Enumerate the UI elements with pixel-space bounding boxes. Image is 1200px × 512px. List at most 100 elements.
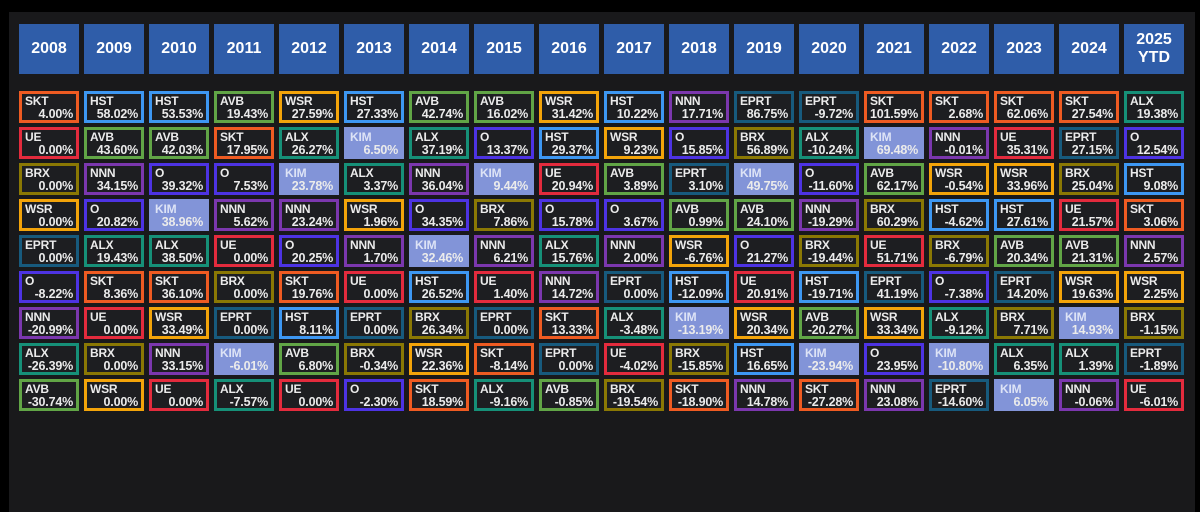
ticker-label: WSR: [935, 166, 963, 180]
value-label: 2.00%: [623, 250, 659, 265]
quilt-cell: EPRT -14.60%: [929, 379, 989, 411]
quilt-cell: WSR 33.49%: [149, 307, 209, 339]
quilt-cell: HST 8.11%: [279, 307, 339, 339]
ticker-label: KIM: [870, 130, 892, 144]
year-header: 2013: [344, 24, 404, 74]
quilt-cell: HST 53.53%: [149, 91, 209, 123]
ticker-label: KIM: [1065, 310, 1087, 324]
ticker-label: ALX: [285, 130, 309, 144]
ticker-label: AVB: [1000, 238, 1024, 252]
quilt-cell: KIM 23.78%: [279, 163, 339, 195]
year-header: 2017: [604, 24, 664, 74]
value-label: -6.01%: [1139, 394, 1179, 409]
quilt-cell: UE 20.94%: [539, 163, 599, 195]
value-label: 101.59%: [870, 106, 918, 121]
value-label: -1.15%: [1139, 322, 1179, 337]
value-label: 6.50%: [363, 142, 399, 157]
ticker-label: KIM: [675, 310, 697, 324]
ticker-label: SKT: [155, 274, 179, 288]
ticker-label: AVB: [610, 166, 634, 180]
ticker-label: HST: [1130, 166, 1154, 180]
ticker-label: AVB: [545, 382, 569, 396]
year-column: 2016 WSR 31.42% HST 29.37% UE 20.94% O 15.78% ALX…: [539, 24, 599, 415]
value-label: 17.95%: [226, 142, 268, 157]
value-label: 3.67%: [623, 214, 659, 229]
ticker-label: EPRT: [350, 310, 382, 324]
quilt-cell: KIM 9.44%: [474, 163, 534, 195]
quilt-cell: UE 0.00%: [214, 235, 274, 267]
quilt-cell: NNN 34.15%: [84, 163, 144, 195]
value-label: 14.72%: [551, 286, 593, 301]
ticker-label: BRX: [415, 310, 440, 324]
quilt-cell: EPRT 3.10%: [669, 163, 729, 195]
ticker-label: O: [25, 274, 35, 288]
value-label: 8.36%: [103, 286, 139, 301]
ticker-label: ALX: [155, 238, 179, 252]
quilt-cell: ALX 1.39%: [1059, 343, 1119, 375]
value-label: 0.00%: [493, 322, 529, 337]
ticker-label: NNN: [870, 382, 896, 396]
quilt-cell: BRX 25.04%: [1059, 163, 1119, 195]
value-label: 26.27%: [291, 142, 333, 157]
quilt-cell: EPRT -1.89%: [1124, 343, 1184, 375]
value-label: -30.74%: [27, 394, 73, 409]
value-label: 2.25%: [1143, 286, 1179, 301]
ticker-label: WSR: [1000, 166, 1028, 180]
quilt-cell: ALX -3.48%: [604, 307, 664, 339]
value-label: 19.38%: [1136, 106, 1178, 121]
quilt-cell: KIM 38.96%: [149, 199, 209, 231]
quilt-cell: BRX -1.15%: [1124, 307, 1184, 339]
value-label: 21.57%: [1071, 214, 1113, 229]
quilt-cell: O 21.27%: [734, 235, 794, 267]
value-label: 14.93%: [1071, 322, 1113, 337]
quilt-cell: EPRT 0.00%: [214, 307, 274, 339]
value-label: 6.80%: [298, 358, 334, 373]
quilt-cell: UE 0.00%: [344, 271, 404, 303]
ticker-label: BRX: [1130, 310, 1155, 324]
value-label: 0.00%: [363, 286, 399, 301]
ticker-label: HST: [350, 94, 374, 108]
quilt-cell: WSR 19.63%: [1059, 271, 1119, 303]
quilt-cell: SKT -27.28%: [799, 379, 859, 411]
value-label: 3.89%: [623, 178, 659, 193]
quilt-cell: ALX 15.76%: [539, 235, 599, 267]
value-label: 2.68%: [948, 106, 984, 121]
quilt-cell: NNN 2.57%: [1124, 235, 1184, 267]
value-label: 5.62%: [233, 214, 269, 229]
year-column: 2018 NNN 17.71% O 15.85% EPRT 3.10% AVB 0.99% WSR…: [669, 24, 729, 415]
quilt-cell: HST 10.22%: [604, 91, 664, 123]
ticker-label: NNN: [935, 130, 961, 144]
value-label: 2.57%: [1143, 250, 1179, 265]
value-label: -19.71%: [807, 286, 853, 301]
value-label: 42.74%: [421, 106, 463, 121]
ticker-label: NNN: [220, 202, 246, 216]
quilt-cell: ALX -10.24%: [799, 127, 859, 159]
ticker-label: O: [350, 382, 360, 396]
value-label: 23.78%: [291, 178, 333, 193]
quilt-cell: BRX 0.00%: [84, 343, 144, 375]
value-label: -0.54%: [944, 178, 984, 193]
ticker-label: SKT: [25, 94, 49, 108]
year-column: 2025 YTD ALX 19.38% O 12.54% HST 9.08% SKT 3.06%…: [1124, 24, 1184, 415]
ticker-label: KIM: [480, 166, 502, 180]
year-column: 2024 SKT 27.54% EPRT 27.15% BRX 25.04% UE 21.57%…: [1059, 24, 1119, 415]
quilt-cell: BRX 7.71%: [994, 307, 1054, 339]
value-label: 49.75%: [746, 178, 788, 193]
quilt-cell: SKT 19.76%: [279, 271, 339, 303]
value-label: 33.49%: [161, 322, 203, 337]
quilt-cell: UE 20.91%: [734, 271, 794, 303]
ticker-label: BRX: [610, 382, 635, 396]
value-label: 0.00%: [363, 322, 399, 337]
value-label: 3.06%: [1143, 214, 1179, 229]
ticker-label: AVB: [870, 166, 894, 180]
ticker-label: WSR: [155, 310, 183, 324]
value-label: -8.14%: [489, 358, 529, 373]
value-label: 14.20%: [1006, 286, 1048, 301]
ticker-label: BRX: [870, 202, 895, 216]
ticker-label: WSR: [415, 346, 443, 360]
value-label: 4.00%: [38, 106, 74, 121]
ticker-label: EPRT: [805, 94, 837, 108]
quilt-cell: ALX -9.16%: [474, 379, 534, 411]
quilt-cell: UE 0.00%: [149, 379, 209, 411]
quilt-cell: AVB 62.17%: [864, 163, 924, 195]
